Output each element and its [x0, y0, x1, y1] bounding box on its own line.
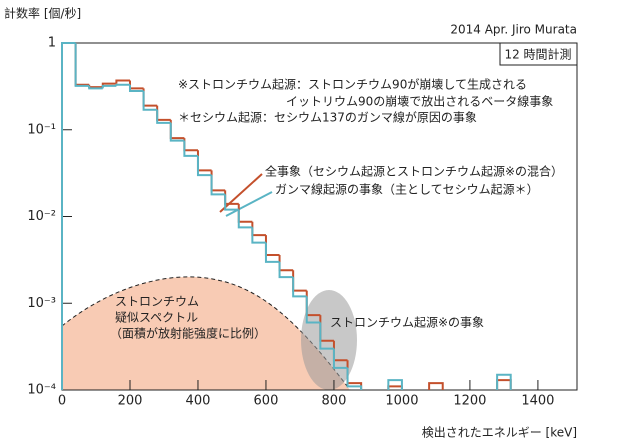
histogram-bin — [332, 348, 348, 369]
sr-spectrum — [62, 276, 350, 390]
histogram-bin — [169, 122, 185, 142]
histogram-bin — [305, 296, 321, 324]
histogram-bin — [183, 140, 198, 157]
y-tick-label: 1 — [48, 36, 56, 51]
histogram-bin — [196, 150, 212, 172]
histogram-bin — [224, 194, 239, 211]
sr-label: （面積が放射能強度に比例） — [110, 326, 266, 341]
x-tick-label: 600 — [254, 394, 279, 409]
histogram-bin — [128, 84, 144, 92]
credit: 2014 Apr. Jiro Murata — [450, 23, 577, 37]
histogram-bin — [387, 385, 403, 390]
histogram-bin — [210, 175, 226, 196]
histogram-bin — [74, 43, 90, 86]
histogram-bin — [156, 105, 171, 121]
histogram-bin — [156, 109, 171, 124]
y-tick-label: 10⁻² — [27, 209, 56, 224]
x-tick-label: 200 — [118, 394, 143, 409]
legend-pointer — [225, 191, 273, 217]
histogram-bin — [251, 227, 266, 244]
histogram-bin — [292, 270, 307, 292]
histogram-bin — [496, 379, 512, 390]
note: ＊セシウム起源：セシウム137のガンマ線が原因の事象 — [178, 110, 477, 125]
x-tick-label: 0 — [58, 394, 66, 409]
histogram-bin — [88, 84, 103, 89]
histogram-bin — [210, 170, 226, 192]
histogram-bin — [142, 88, 158, 107]
histogram-bin — [278, 261, 294, 279]
x-tick-label: 1200 — [453, 394, 486, 409]
histogram-bin — [346, 367, 363, 390]
x-tick-label: 1000 — [385, 394, 418, 409]
x-tick-label: 1400 — [521, 394, 554, 409]
histogram-bin — [196, 155, 212, 177]
y-axis-label: 計数率 [個/秒] — [4, 6, 81, 21]
histogram-bin — [319, 322, 334, 350]
duration: 12 時間計測 — [504, 47, 571, 62]
note: ※ストロンチウム起源：ストロンチウム90が崩壊して生成される — [178, 77, 527, 92]
legend-entry: 全事象（セシウム起源とストロンチウム起源※の混合） — [265, 164, 563, 179]
histogram-bin — [237, 209, 253, 229]
histogram-bin — [115, 83, 130, 86]
sr-label: 疑似スペクトル — [115, 310, 198, 325]
histogram-bin — [128, 80, 144, 90]
x-tick-label: 400 — [186, 394, 211, 409]
histogram-bin — [264, 242, 280, 263]
legend-entry: ガンマ線起源の事象（主としてセシウム起源＊） — [275, 182, 539, 197]
y-tick-label: 10⁻³ — [27, 296, 56, 311]
sr-region-label: ストロンチウム起源※の事象 — [330, 316, 484, 330]
histogram-bin — [142, 90, 158, 111]
note: イットリウム90の崩壊で放出されるベータ線事象 — [286, 94, 553, 109]
histogram-bin — [61, 42, 76, 390]
histogram-bin — [496, 373, 512, 390]
x-tick-label: 800 — [322, 394, 347, 409]
sr-label: ストロンチウム — [115, 295, 199, 309]
histogram-bin — [387, 379, 403, 390]
histogram-bin — [183, 138, 198, 152]
y-tick-label: 10⁻¹ — [27, 122, 56, 137]
histogram-bin — [101, 84, 117, 89]
histogram-bin — [251, 221, 266, 237]
histogram-bin — [74, 43, 90, 87]
legend-pointer — [219, 173, 263, 213]
histogram-bin — [115, 79, 130, 84]
x-axis-label: 検出されたエネルギー [keV] — [422, 426, 577, 440]
histogram-bin — [428, 382, 444, 390]
histogram-bin — [278, 254, 294, 272]
histogram-bin — [264, 235, 280, 256]
histogram-bin — [88, 85, 103, 90]
y-tick-label: 10⁻⁴ — [27, 383, 56, 398]
histogram-bin — [292, 277, 307, 298]
